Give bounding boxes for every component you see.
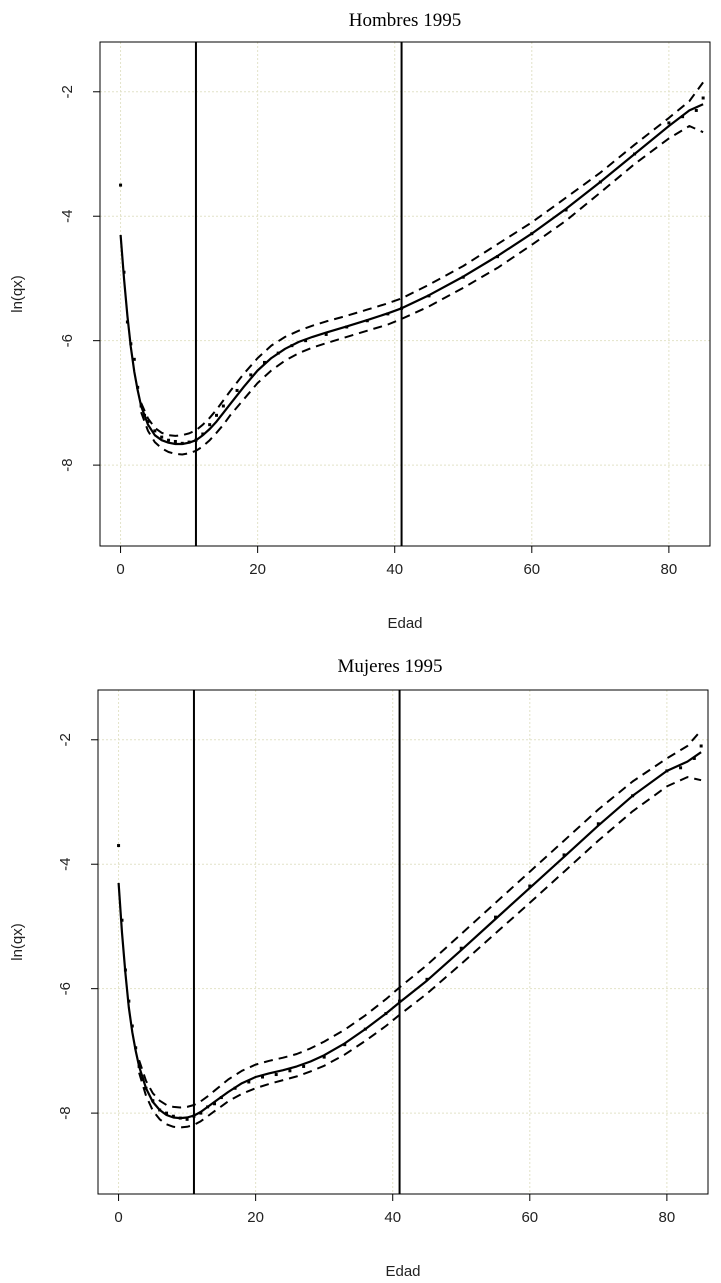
observed-point — [260, 1075, 264, 1079]
confidence-band-line — [138, 776, 702, 1129]
observed-point — [274, 1073, 278, 1077]
confidence-band-line — [140, 125, 704, 456]
x-tick-label: 60 — [521, 1209, 538, 1226]
fitted-curve — [117, 751, 702, 1120]
y-tick-label: -6 — [57, 982, 74, 995]
y-tick-label: -6 — [59, 334, 76, 347]
observed-point — [221, 404, 225, 408]
observed-point — [185, 1117, 189, 1121]
chart-title: Hombres 1995 — [349, 10, 461, 31]
observed-point — [249, 373, 253, 377]
chart-mujeres-1995: Mujeres 1995 0 20 40 60 80 -2 -4 -6 -8 Edad ln(… — [9, 656, 709, 1280]
series-group — [119, 81, 705, 456]
observed-point — [235, 388, 239, 392]
observed-point — [213, 1102, 217, 1106]
vertical-reference-lines — [194, 42, 403, 546]
x-tick-label: 40 — [384, 1209, 401, 1226]
x-tick-label: 80 — [659, 1209, 676, 1226]
observed-point — [528, 884, 532, 888]
observed-point — [322, 1055, 326, 1059]
observed-point — [119, 183, 123, 187]
observed-point — [596, 822, 600, 826]
observed-point — [459, 946, 463, 950]
observed-point — [171, 1114, 175, 1118]
observed-point — [667, 121, 671, 125]
y-tick-label: -2 — [57, 733, 74, 746]
y-tick-label: -8 — [59, 458, 76, 471]
observed-point — [699, 744, 703, 748]
observed-point — [692, 756, 696, 760]
x-tick-label: 20 — [249, 561, 266, 578]
observed-point — [324, 332, 328, 336]
x-tick-label: 20 — [247, 1209, 264, 1226]
observed-point — [173, 439, 177, 443]
y-axis: -2 -4 -6 -8 — [57, 733, 99, 1120]
observed-point — [160, 435, 164, 439]
observed-point — [701, 96, 705, 100]
x-tick-label: 0 — [114, 1209, 122, 1226]
x-tick-label: 40 — [386, 561, 403, 578]
y-tick-label: -4 — [57, 858, 74, 871]
y-axis-label: ln(qx) — [9, 275, 26, 313]
observed-point — [208, 423, 212, 427]
series-group — [117, 729, 703, 1129]
y-axis-label: ln(qx) — [9, 923, 26, 961]
observed-point — [117, 844, 121, 848]
observed-point — [304, 339, 308, 343]
x-axis-label: Edad — [385, 1263, 420, 1280]
x-axis: 0 20 40 60 80 — [116, 545, 678, 578]
y-axis: -2 -4 -6 -8 — [59, 85, 101, 472]
chart-title: Mujeres 1995 — [337, 656, 442, 677]
vertical-reference-lines — [192, 690, 401, 1194]
confidence-band-line — [138, 729, 702, 1109]
y-tick-label: -4 — [59, 210, 76, 223]
observed-point — [167, 438, 171, 442]
x-tick-label: 60 — [523, 561, 540, 578]
observed-point — [215, 413, 219, 417]
observed-point — [694, 108, 698, 112]
observed-point — [132, 357, 136, 361]
observed-point — [262, 360, 266, 364]
observed-point — [562, 853, 566, 857]
x-axis-label: Edad — [387, 615, 422, 632]
x-tick-label: 0 — [116, 561, 124, 578]
fitted-curve — [119, 103, 704, 446]
observed-point — [302, 1064, 306, 1068]
chart-hombres-1995: Hombres 1995 0 20 40 60 80 -2 -4 -6 -8 Edad ln(… — [9, 10, 711, 632]
confidence-band-line — [140, 81, 704, 437]
observed-point — [343, 1043, 347, 1047]
observed-point — [494, 915, 498, 919]
plot-frame — [99, 41, 711, 547]
plot-frame — [97, 689, 709, 1195]
y-tick-label: -8 — [57, 1106, 74, 1119]
observed-point — [165, 1111, 169, 1115]
grid — [100, 42, 710, 546]
observed-point — [679, 766, 683, 770]
observed-point — [288, 1069, 292, 1073]
observed-point — [153, 429, 157, 433]
x-axis: 0 20 40 60 80 — [114, 1193, 676, 1226]
x-tick-label: 80 — [661, 561, 678, 578]
observed-point — [247, 1080, 251, 1084]
grid — [98, 690, 708, 1194]
y-tick-label: -2 — [59, 85, 76, 98]
